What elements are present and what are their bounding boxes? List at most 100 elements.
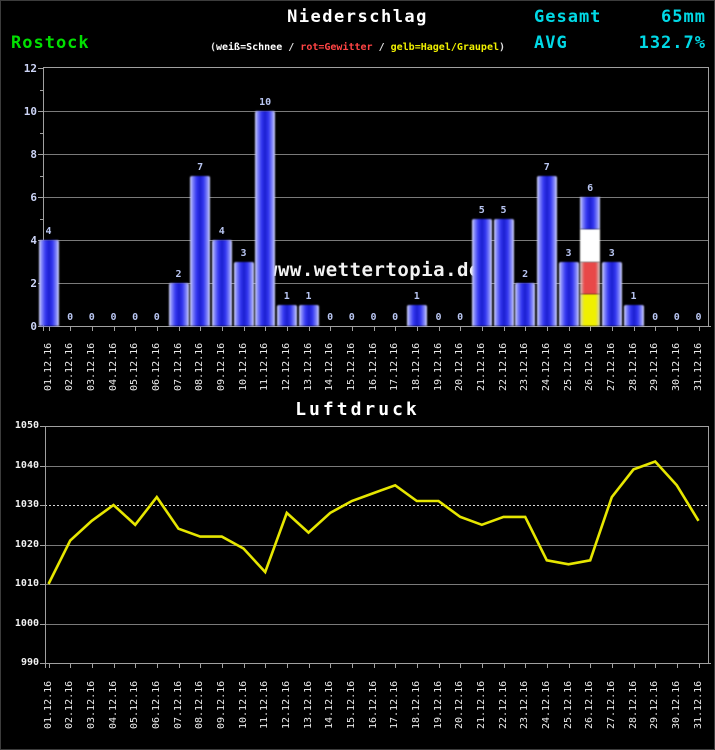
y-axis-label: 1010 (14, 578, 39, 589)
bar (276, 304, 297, 326)
x-axis-label: 01.12.16 (42, 342, 54, 391)
x-axis-label: 28.12.16 (627, 342, 639, 391)
x-tick (503, 664, 505, 668)
y-axis-label: 10 (23, 105, 37, 118)
x-axis-label: 08.12.16 (194, 680, 206, 729)
y-axis (43, 67, 44, 331)
x-tick (330, 327, 332, 331)
x-tick (633, 664, 635, 668)
avg-label: AVG (534, 33, 568, 53)
bar-value-label: 0 (327, 312, 334, 323)
avg-value: 132.7% (638, 33, 706, 53)
y-axis-label: 0 (30, 320, 37, 333)
bar (471, 218, 492, 326)
x-tick (438, 664, 440, 668)
x-axis-label: 12.12.16 (280, 680, 292, 729)
x-axis-label: 14.12.16 (324, 680, 336, 729)
gridline (45, 623, 708, 625)
x-tick (611, 327, 613, 331)
x-tick (373, 664, 375, 668)
x-axis-label: 18.12.16 (410, 680, 422, 729)
x-tick (590, 327, 592, 331)
y-axis-label: 8 (30, 148, 37, 161)
bar-value-label: 4 (218, 226, 225, 237)
x-axis-label: 03.12.16 (85, 342, 97, 391)
x-tick (525, 327, 527, 331)
x-tick (676, 327, 678, 331)
bar-value-label: 2 (175, 269, 182, 280)
bar-value-label: 0 (348, 312, 355, 323)
x-tick (91, 664, 93, 668)
bar-value-label: 7 (543, 161, 550, 173)
y-tick (40, 426, 45, 427)
x-tick (243, 327, 245, 331)
x-tick (178, 664, 180, 668)
x-tick (655, 327, 657, 331)
bar-value-label: 0 (67, 312, 74, 323)
x-tick (633, 327, 635, 331)
x-axis (43, 326, 711, 327)
bar (190, 175, 211, 326)
x-axis-label: 05.12.16 (129, 680, 141, 729)
bar-value-label: 1 (305, 290, 312, 302)
x-axis-label: 18.12.16 (410, 342, 422, 391)
y-tick (40, 89, 43, 91)
x-tick (178, 327, 180, 331)
bar-value-label: 6 (587, 183, 594, 194)
y-axis-label: 1040 (14, 459, 39, 471)
y-tick (40, 663, 45, 664)
x-axis-label: 17.12.16 (389, 680, 401, 729)
bar-value-label: 0 (370, 312, 377, 323)
x-tick (156, 664, 158, 668)
legend-separator: / (282, 42, 301, 53)
x-axis-label: 16.12.16 (367, 680, 379, 729)
legend-thunderstorm: rot=Gewitter (300, 42, 373, 53)
x-axis-label: 15.12.16 (345, 342, 357, 391)
x-axis-label: 09.12.16 (215, 342, 227, 391)
x-tick (395, 664, 397, 668)
bar-value-label: 1 (413, 290, 420, 302)
x-axis-label: 30.12.16 (670, 342, 682, 391)
bar (515, 283, 536, 326)
x-tick (546, 327, 548, 331)
bar (558, 261, 579, 326)
bar (255, 111, 276, 326)
y-axis-label: 6 (30, 191, 37, 204)
x-axis-label: 28.12.16 (627, 680, 639, 729)
x-axis-label: 11.12.16 (259, 342, 271, 391)
y-tick (40, 218, 43, 220)
x-axis-label: 13.12.16 (302, 680, 314, 729)
bar (233, 261, 254, 326)
legend-snow: weiß=Schnee (216, 42, 283, 53)
x-axis-label: 30.12.16 (670, 680, 682, 729)
bar-value-label: 0 (132, 312, 139, 323)
x-axis-label: 06.12.16 (150, 680, 162, 729)
x-tick (308, 327, 310, 331)
x-tick (503, 327, 505, 331)
y-tick (40, 544, 45, 546)
x-axis-label: 10.12.16 (237, 342, 249, 391)
precipitation-legend: (weiß=Schnee / rot=Gewitter / gelb=Hagel… (1, 42, 714, 53)
legend-open: ( (209, 42, 216, 53)
bar-value-label: 1 (630, 290, 637, 302)
bar-segment (580, 229, 601, 262)
bar-value-label: 10 (259, 97, 272, 108)
pressure-line (47, 459, 700, 585)
x-axis-label: 25.12.16 (562, 680, 574, 729)
y-tick (40, 465, 45, 467)
x-tick (48, 664, 50, 668)
bar-value-label: 0 (673, 312, 680, 323)
y-tick (38, 326, 43, 327)
x-axis-label: 20.12.16 (454, 680, 466, 729)
plot-top-border (43, 67, 708, 68)
x-axis-label: 31.12.16 (692, 342, 704, 391)
x-axis-label: 06.12.16 (150, 342, 162, 391)
bar (493, 218, 514, 326)
x-tick (590, 664, 592, 668)
gridline (43, 154, 708, 155)
x-axis-label: 21.12.16 (475, 680, 487, 729)
x-axis-label: 17.12.16 (389, 342, 401, 391)
gridline (45, 584, 708, 585)
x-tick (135, 664, 137, 668)
x-tick (351, 664, 353, 668)
